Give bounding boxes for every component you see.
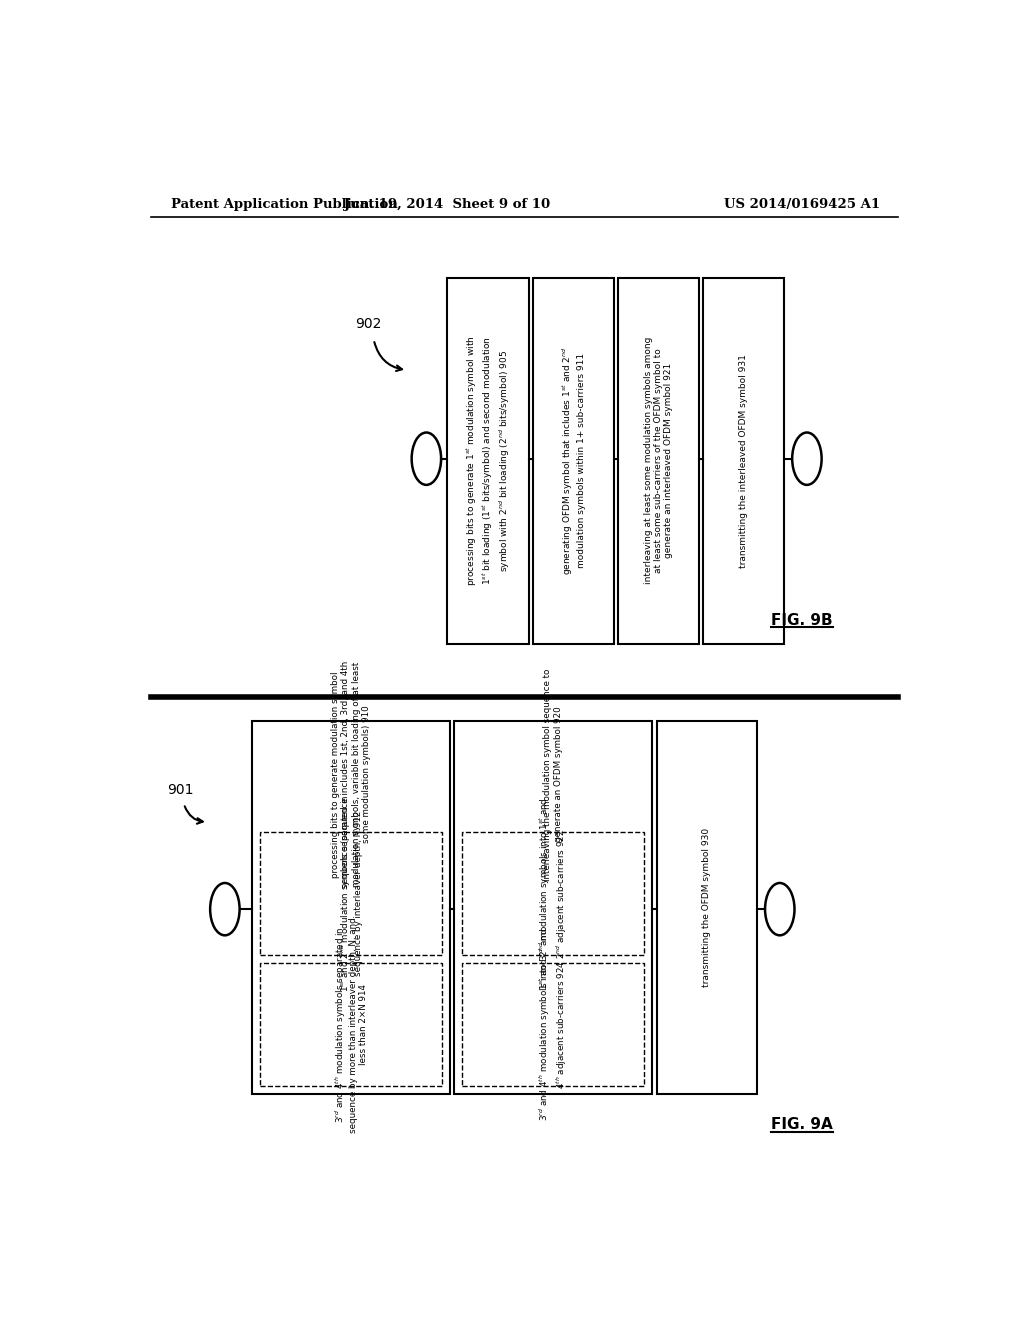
FancyBboxPatch shape xyxy=(462,964,644,1086)
FancyBboxPatch shape xyxy=(656,721,758,1094)
Text: FIG. 9A: FIG. 9A xyxy=(771,1117,834,1133)
FancyBboxPatch shape xyxy=(462,832,644,956)
FancyBboxPatch shape xyxy=(455,721,652,1094)
Text: processing bits to generate modulation symbol
sequence (sequence includes 1st, 2: processing bits to generate modulation s… xyxy=(331,661,371,888)
FancyBboxPatch shape xyxy=(260,832,442,956)
Text: Jun. 19, 2014  Sheet 9 of 10: Jun. 19, 2014 Sheet 9 of 10 xyxy=(344,198,550,211)
Text: FIG. 9B: FIG. 9B xyxy=(771,612,834,628)
Text: US 2014/0169425 A1: US 2014/0169425 A1 xyxy=(724,198,880,211)
FancyBboxPatch shape xyxy=(252,721,450,1094)
FancyBboxPatch shape xyxy=(703,277,784,644)
Text: interleaving the modulation symbol sequence to
generate an OFDM symbol 920: interleaving the modulation symbol seque… xyxy=(544,668,563,880)
Text: 1$^{st}$ and 2$^{nd}$ modulation symbols into 1$^{st}$ and
2$^{nd}$ adjacent sub: 1$^{st}$ and 2$^{nd}$ modulation symbols… xyxy=(538,797,568,990)
Text: processing bits to generate 1$^{st}$ modulation symbol with
1$^{st}$ bit loading: processing bits to generate 1$^{st}$ mod… xyxy=(464,335,512,586)
FancyBboxPatch shape xyxy=(260,964,442,1086)
Text: generating OFDM symbol that includes 1$^{st}$ and 2$^{nd}$
modulation symbols wi: generating OFDM symbol that includes 1$^… xyxy=(561,346,586,576)
FancyBboxPatch shape xyxy=(532,277,614,644)
Text: 1$^{st}$ and 2$^{nd}$ modulation symbols separated in
sequence by interleaver de: 1$^{st}$ and 2$^{nd}$ modulation symbols… xyxy=(338,795,364,993)
Text: transmitting the interleaved OFDM symbol 931: transmitting the interleaved OFDM symbol… xyxy=(739,354,749,568)
Text: 3$^{rd}$ and 4$^{th}$ modulation symbols separated in
sequence by more than inte: 3$^{rd}$ and 4$^{th}$ modulation symbols… xyxy=(333,917,369,1133)
FancyBboxPatch shape xyxy=(447,277,528,644)
Text: 3$^{rd}$ and 4$^{th}$ modulation symbols into 3$^{rd}$ and
4$^{th}$ adjacent sub: 3$^{rd}$ and 4$^{th}$ modulation symbols… xyxy=(538,928,568,1121)
FancyBboxPatch shape xyxy=(617,277,699,644)
Text: interleaving at least some modulation symbols among
at least some sub-carriers o: interleaving at least some modulation sy… xyxy=(644,337,674,585)
Text: 902: 902 xyxy=(355,317,381,331)
Text: Patent Application Publication: Patent Application Publication xyxy=(171,198,397,211)
Text: transmitting the OFDM symbol 930: transmitting the OFDM symbol 930 xyxy=(702,828,712,987)
Text: 901: 901 xyxy=(168,783,194,797)
